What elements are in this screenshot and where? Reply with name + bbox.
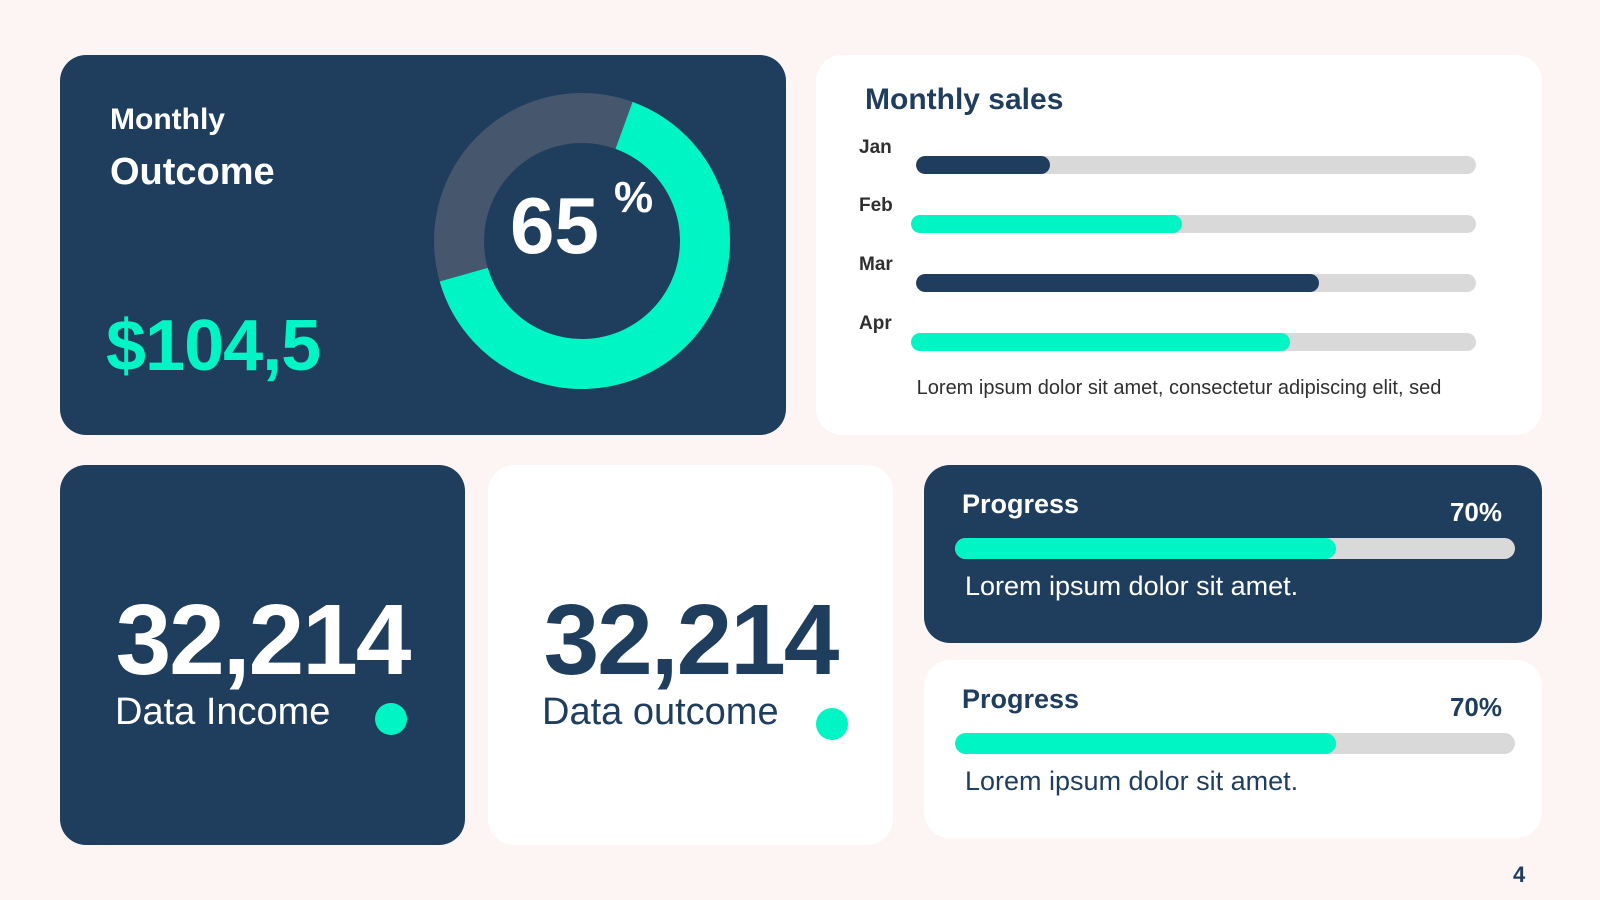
outcome-label-outcome: Outcome <box>110 151 275 193</box>
sales-month-label-mar: Mar <box>859 254 893 275</box>
data-outcome-card: 32,214 Data outcome <box>488 465 893 845</box>
progress-description: Lorem ipsum dolor sit amet. <box>965 766 1299 796</box>
sales-bar-track-jan <box>916 156 1476 174</box>
sales-month-label-feb: Feb <box>859 195 893 216</box>
donut-percent-sign: % <box>614 173 654 222</box>
progress-card-1: Progress 70% Lorem ipsum dolor sit amet. <box>924 465 1542 643</box>
progress-percent: 70% <box>1449 497 1502 527</box>
progress-title: Progress <box>962 684 1080 714</box>
sales-bar-fill-feb <box>911 215 1183 233</box>
progress-title: Progress <box>962 489 1080 519</box>
sales-bar-track-apr <box>911 333 1476 351</box>
data-income-value: 32,214 <box>115 584 412 696</box>
progress-bar-track <box>955 538 1515 559</box>
sales-bar-track-feb <box>911 215 1476 233</box>
data-income-label: Data Income <box>115 691 331 733</box>
progress-bar-track <box>955 733 1515 754</box>
sales-bar-fill-apr <box>911 333 1290 351</box>
sales-bar-track-mar <box>916 274 1476 292</box>
data-income-dot-icon <box>375 703 407 735</box>
sales-bar-fill-jan <box>916 156 1051 174</box>
outcome-amount: $104,5 <box>106 306 321 386</box>
progress-bar-fill <box>955 733 1336 754</box>
page-number: 4 <box>1513 862 1526 887</box>
data-income-card: 32,214 Data Income <box>60 465 465 845</box>
donut-filled-segment <box>434 93 730 389</box>
progress-card-2: Progress 70% Lorem ipsum dolor sit amet. <box>924 660 1542 838</box>
outcome-label-monthly: Monthly <box>110 103 225 136</box>
progress-bar-fill <box>955 538 1336 559</box>
data-outcome-label: Data outcome <box>542 691 779 733</box>
data-outcome-dot-icon <box>816 708 848 740</box>
outcome-donut-chart <box>434 93 730 389</box>
sales-month-label-apr: Apr <box>859 313 892 334</box>
data-outcome-value: 32,214 <box>543 584 840 696</box>
monthly-sales-card: Monthly sales Jan Feb Mar Apr Lorem ipsu… <box>816 55 1542 435</box>
progress-description: Lorem ipsum dolor sit amet. <box>965 571 1299 601</box>
monthly-outcome-card: Monthly Outcome $104,5 65 % <box>60 55 786 435</box>
donut-percent-value: 65 <box>510 181 599 270</box>
sales-bar-fill-mar <box>916 274 1320 292</box>
sales-note: Lorem ipsum dolor sit amet, consectetur … <box>916 377 1442 399</box>
sales-month-label-jan: Jan <box>859 137 892 158</box>
sales-title: Monthly sales <box>865 83 1064 116</box>
progress-percent: 70% <box>1449 692 1502 722</box>
